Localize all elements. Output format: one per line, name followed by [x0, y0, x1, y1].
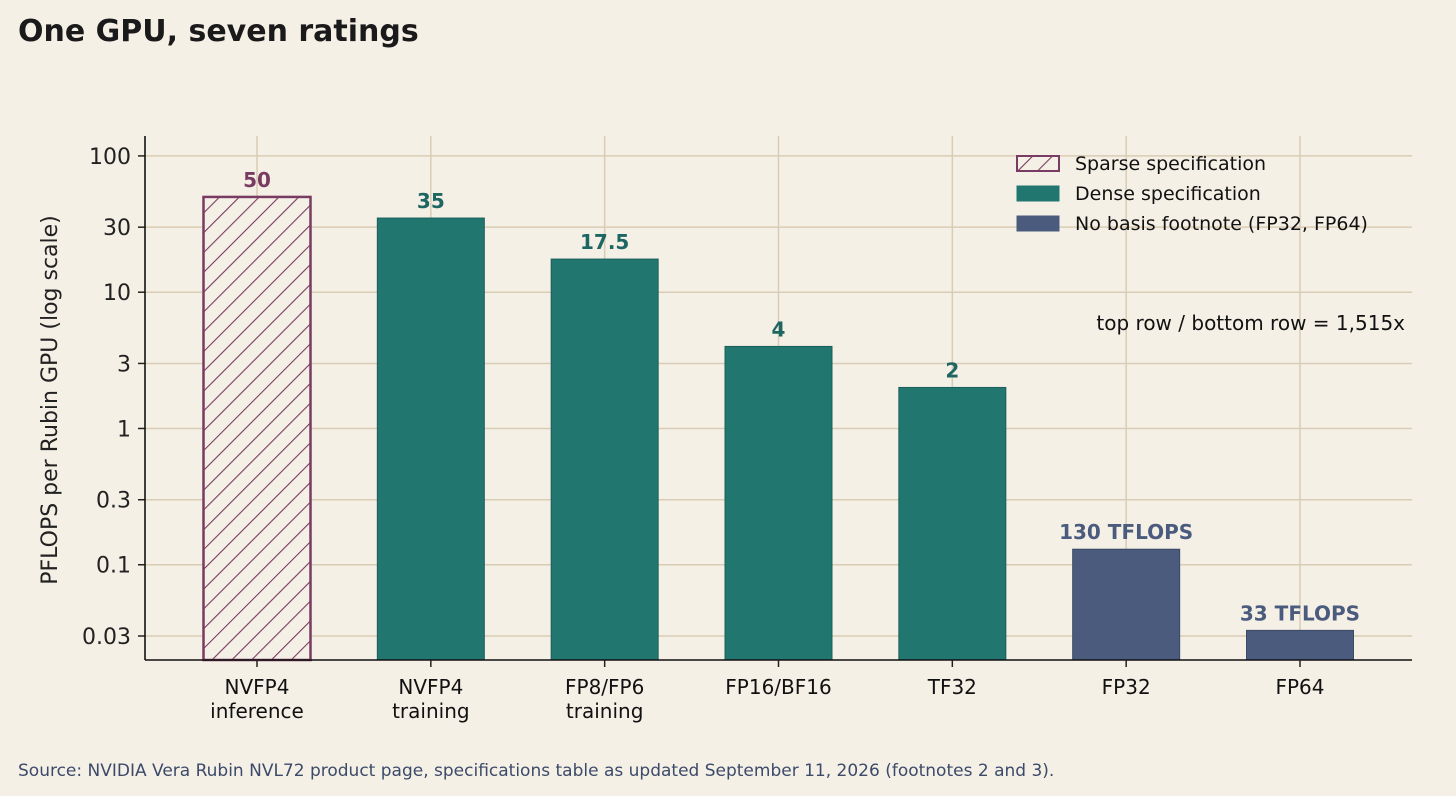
- source-note: Source: NVIDIA Vera Rubin NVL72 product …: [18, 761, 1055, 781]
- legend-label-nobasis: No basis footnote (FP32, FP64): [1075, 213, 1368, 235]
- bar-dense: [376, 217, 485, 661]
- legend-swatch-sparse: [1016, 155, 1060, 172]
- legend-swatch-nobasis: [1016, 215, 1060, 232]
- bar-value-label: 4: [772, 317, 786, 341]
- x-tick-label: inference: [210, 699, 304, 723]
- x-tick-label: NVFP4: [398, 675, 463, 699]
- legend: Sparse specification Dense specification N…: [1016, 153, 1368, 235]
- x-tick-label: TF32: [927, 675, 977, 699]
- x-tick-label: training: [392, 699, 469, 723]
- y-axis-label: PFLOPS per Rubin GPU (log scale): [38, 215, 63, 585]
- bar-nobasis: [1072, 548, 1181, 661]
- chart-title: One GPU, seven ratings: [18, 14, 419, 49]
- bar-value-label: 130 TFLOPS: [1059, 520, 1193, 544]
- bar-dense: [724, 345, 833, 661]
- bar-value-label: 2: [945, 358, 959, 382]
- bar-dense: [550, 258, 659, 661]
- y-tick-label: 0.1: [96, 554, 131, 579]
- legend-label-dense: Dense specification: [1075, 183, 1261, 205]
- bars: [202, 195, 1354, 662]
- y-tick-label: 1: [117, 417, 131, 442]
- y-tick-label: 30: [103, 216, 131, 241]
- bar-sparse: [202, 195, 312, 662]
- x-tick-label: FP64: [1275, 675, 1324, 699]
- y-tick-label: 3: [117, 352, 131, 377]
- x-tick-label: training: [566, 699, 643, 723]
- x-tick-label: FP32: [1102, 675, 1151, 699]
- y-tick-label: 10: [103, 281, 131, 306]
- x-tick-label: NVFP4: [225, 675, 290, 699]
- x-tick-label: FP8/FP6: [565, 675, 644, 699]
- y-tick-label: 0.3: [96, 489, 131, 514]
- bar-dense: [898, 386, 1007, 661]
- labels: 50 35 17.5 4 2 130 TFLOPS 33 TFLOPS top row / b…: [243, 168, 1405, 625]
- bar-value-label: 50: [243, 168, 271, 192]
- bar-nobasis: [1246, 629, 1354, 661]
- y-tick-label: 0.03: [82, 625, 131, 650]
- bar-value-label: 35: [417, 189, 445, 213]
- legend-swatch-dense: [1016, 185, 1060, 202]
- legend-label-sparse: Sparse specification: [1075, 153, 1266, 175]
- bar-value-label: 17.5: [580, 230, 629, 254]
- axes: 1003010310.30.10.03NVFP4inferenceNVFP4tr…: [38, 136, 1412, 723]
- ratio-annotation: top row / bottom row = 1,515x: [1096, 311, 1405, 335]
- y-tick-label: 100: [89, 145, 131, 170]
- bar-value-label: 33 TFLOPS: [1240, 601, 1360, 625]
- x-tick-label: FP16/BF16: [725, 675, 831, 699]
